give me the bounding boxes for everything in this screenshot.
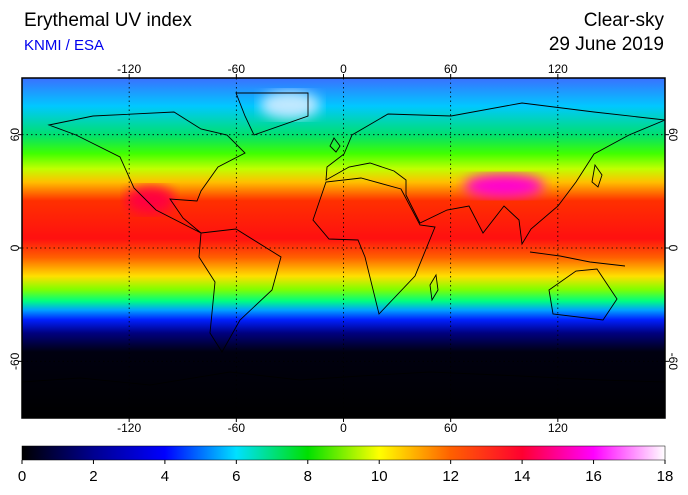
lon-label: 120	[548, 62, 568, 76]
date: 29 June 2019	[549, 34, 664, 55]
title: Erythemal UV index	[24, 10, 192, 31]
greenland-ice	[260, 91, 320, 119]
lon-label: -120	[117, 421, 141, 435]
colorbar-label: 4	[161, 468, 169, 485]
colorbar-label: 16	[585, 468, 602, 485]
lon-label: 60	[444, 62, 458, 76]
coastlines	[22, 92, 665, 386]
uv-peak	[464, 174, 544, 198]
graticule	[22, 78, 665, 418]
lon-label: 0	[340, 62, 347, 76]
colorbar-label: 12	[442, 468, 459, 485]
lat-label: 60	[8, 128, 22, 142]
colorbar-label: 18	[657, 468, 674, 485]
lat-label: -60	[8, 352, 22, 370]
colorbar-label: 2	[89, 468, 97, 485]
colorbar-label: 6	[232, 468, 240, 485]
map	[22, 78, 665, 418]
lon-label: -60	[228, 421, 246, 435]
subtitle: KNMI / ESA	[24, 37, 104, 54]
lat-label: -60	[666, 353, 680, 371]
lon-label: 120	[548, 421, 568, 435]
mode: Clear-sky	[584, 10, 665, 31]
colorbar-label: 10	[371, 468, 388, 485]
colorbar-label: 14	[514, 468, 531, 485]
uv-peak	[125, 186, 175, 214]
lon-label: -120	[117, 62, 141, 76]
lon-label: 0	[340, 421, 347, 435]
lon-label: -60	[228, 62, 246, 76]
lat-label: 0	[8, 244, 22, 251]
colorbar-label: 8	[304, 468, 312, 485]
lat-label: 60	[666, 128, 680, 142]
colorbar-label: 0	[18, 468, 26, 485]
lon-label: 60	[444, 421, 458, 435]
colorbar	[21, 445, 666, 461]
lat-label: 0	[666, 245, 680, 252]
